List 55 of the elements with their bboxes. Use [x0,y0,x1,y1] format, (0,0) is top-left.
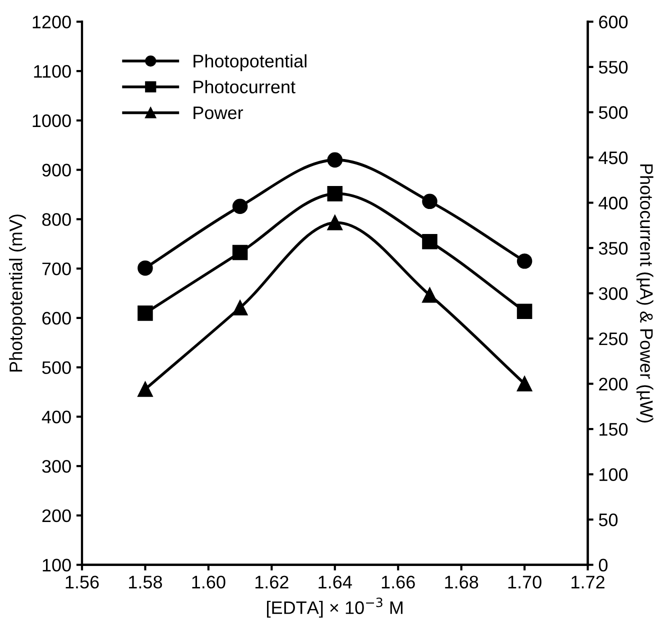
y2-tick-label: 100 [600,468,628,482]
y-tick-label: 1000 [32,114,71,128]
y2-tick-label: 500 [598,106,628,119]
point [516,304,532,320]
y2-axis-title: Photocurrent (µA) & Power (µW) [636,164,654,422]
point [422,234,438,250]
x-tick-label: 1.56 [66,576,99,588]
x-tick-label: 1.58 [129,576,162,588]
y2-tick-label: 350 [598,242,628,255]
legend-label: Power [194,106,244,120]
point [232,198,248,214]
legend-label: Photopotential [194,54,306,72]
x-axis-title: [EDTA] × 10$^{−3}$ M [267,598,402,618]
point [232,244,248,260]
y-tick-label: 600 [42,312,71,325]
y2-tick-label: 200 [599,378,628,390]
point [422,194,438,210]
point [327,215,343,230]
point [516,254,532,269]
y-tick-label: 1100 [34,65,71,78]
y-tick-label: 400 [42,410,71,424]
x-tick-label: 1.72 [572,576,604,588]
y2-tick-label: 450 [598,151,628,164]
y-tick-label: 700 [42,262,71,276]
legend-label: Photocurrent [194,80,296,94]
y2-tick-label: 50 [598,513,618,526]
y-axis-title: Photopotential (mV) [9,214,26,372]
y-tick-label: 900 [42,164,71,177]
point [138,260,153,276]
x-tick-label: 1.64 [318,576,352,588]
y-tick-label: 200 [42,509,71,522]
y2-tick-label: 150 [600,422,628,436]
y-tick-label: 500 [42,361,71,374]
x-tick-label: 1.70 [508,576,542,588]
y2-tick-label: 400 [598,196,628,210]
point [138,382,153,397]
y-tick-label: 800 [42,213,71,226]
y-tick-label: 100 [42,558,71,572]
y2-tick-label: 0 [598,558,608,572]
x-tick-label: 1.66 [382,576,415,588]
y2-tick-label: 300 [598,287,628,300]
point [232,300,248,316]
point [327,186,343,202]
x-tick-label: 1.60 [192,576,226,588]
point [516,376,532,392]
point [422,287,438,303]
x-tick-label: 1.62 [255,576,288,588]
x-tick-label: 1.68 [445,576,478,588]
point [327,152,343,168]
y2-tick-label: 250 [599,332,628,346]
y-tick-label: 1200 [32,16,71,28]
point [138,306,153,321]
y2-tick-label: 550 [598,60,628,74]
y2-tick-label: 600 [599,16,628,28]
y-tick-label: 300 [42,460,71,473]
